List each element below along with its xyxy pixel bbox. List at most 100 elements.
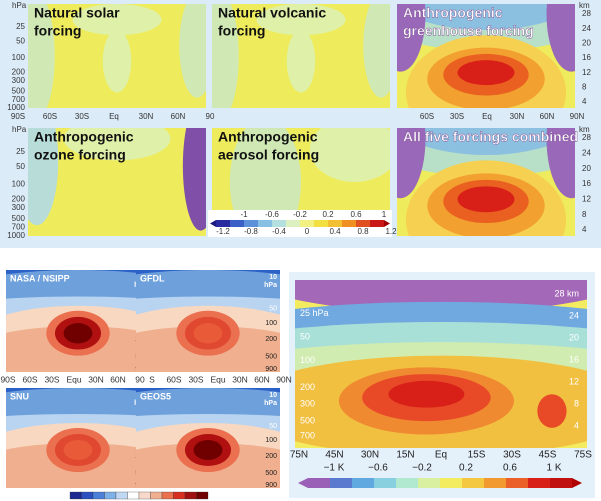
contour-field	[212, 4, 390, 108]
colorbar-label: -0.6	[265, 210, 279, 219]
contour-region	[212, 4, 239, 108]
x-tick-label: 60S	[166, 374, 181, 384]
contour-region	[546, 128, 575, 199]
pressure-label: 50	[269, 423, 277, 430]
pressure-label: 100	[300, 355, 315, 365]
contour-field	[136, 388, 280, 488]
colorbar-cell	[342, 220, 356, 227]
y-tick-label: 200	[12, 194, 26, 203]
x-tick-label: 90S	[0, 374, 15, 384]
panel-title: greenhouse forcing	[403, 23, 534, 39]
contour-region	[28, 4, 55, 108]
colorbar-cell	[374, 478, 396, 488]
contour-region	[28, 128, 59, 226]
y-tick-label: 300	[12, 76, 26, 85]
colorbar-cell	[550, 478, 572, 488]
colorbar-cell	[230, 220, 244, 227]
colorbar-label: −1 K	[324, 463, 345, 474]
contour-region	[309, 128, 390, 182]
y2-axis-label: km	[579, 1, 590, 10]
pressure-label: 200	[265, 336, 277, 343]
colorbar-cell	[127, 491, 140, 500]
x-tick-label: 30N	[232, 374, 248, 384]
colorbar-cell	[115, 491, 128, 500]
y-tick-label: 700	[12, 222, 26, 231]
contour-region	[72, 4, 162, 36]
panel-title: GFDL	[140, 273, 165, 283]
colorbar-end	[384, 220, 390, 227]
colorbar-cell	[528, 478, 550, 488]
x-tick-label: 30S	[44, 374, 59, 384]
panel-title: Anthropogenic	[218, 129, 318, 145]
colorbar-cell	[356, 220, 370, 227]
altitude-label: 12	[569, 376, 579, 386]
x-tick-label: 60S	[22, 374, 37, 384]
contour-region	[397, 4, 426, 72]
colorbar-label: −0.6	[368, 463, 388, 474]
x-tick-label: 90S	[11, 112, 25, 121]
x-tick-label: 60N	[171, 112, 186, 121]
altitude-label: 16	[569, 354, 579, 364]
colorbar-cell	[286, 220, 300, 227]
pressure-label: 50	[269, 306, 277, 313]
colorbar-cell	[184, 491, 197, 500]
colorbar-cell	[92, 491, 105, 500]
colorbar-cell	[396, 478, 418, 488]
colorbar-cell	[440, 478, 462, 488]
contour-region	[63, 128, 171, 161]
colorbar-cell	[484, 478, 506, 488]
x-tick-label: S	[149, 374, 155, 384]
colorbar-cell	[462, 478, 484, 488]
contour-region	[457, 60, 515, 86]
colorbar-cell	[216, 220, 230, 227]
y-tick-label: 50	[16, 162, 25, 171]
x-tick-label: 75S	[574, 450, 592, 461]
x-tick-label: 15S	[468, 450, 486, 461]
y2-tick-label: 12	[582, 194, 591, 203]
colorbar-label: 0.6	[503, 463, 517, 474]
pressure-label: 50	[300, 331, 310, 341]
y2-tick-label: 24	[582, 24, 591, 33]
contour-region	[397, 4, 575, 30]
x-tick-label: 90N	[276, 374, 292, 384]
contour-region	[397, 128, 575, 155]
panel-title: NASA / NSIPP	[10, 273, 70, 283]
y-tick-label: 100	[12, 53, 26, 62]
pressure-label: 500	[265, 470, 277, 477]
colorbar-cell	[161, 491, 174, 500]
panel-title: aerosol forcing	[218, 147, 319, 163]
panel-title: forcing	[34, 23, 81, 39]
colorbar-cell	[330, 478, 352, 488]
y-tick-label: 1000	[7, 103, 25, 112]
altitude-label: 20	[569, 332, 579, 342]
contour-field	[28, 4, 206, 108]
colorbar-label: 0	[305, 227, 310, 236]
x-tick-label: Equ	[210, 374, 225, 384]
contour-region	[102, 30, 132, 93]
contour-field	[397, 128, 575, 236]
x-tick-label: 30S	[450, 112, 464, 121]
colorbar-label: 1.2	[385, 227, 397, 236]
pressure-label: 900	[265, 366, 277, 373]
colorbar-label: −0.2	[412, 463, 432, 474]
contour-field	[295, 280, 587, 448]
pressure-label: 10	[269, 392, 277, 399]
colorbar-label: 0.6	[350, 210, 362, 219]
pressure-label: hPa	[264, 282, 277, 289]
contour-field	[28, 128, 206, 236]
colorbar-end	[572, 478, 582, 488]
contour-region	[193, 323, 223, 344]
pressure-label: 500	[300, 415, 315, 425]
contour-field	[6, 270, 150, 372]
colorbar-label: -0.4	[272, 227, 286, 236]
x-tick-label: 60S	[420, 112, 434, 121]
y-tick-label: 25	[16, 22, 25, 31]
pressure-label: 10	[269, 274, 277, 281]
panel-title: ozone forcing	[34, 147, 126, 163]
altitude-label: 28 km	[554, 288, 579, 298]
colorbar-cell	[506, 478, 528, 488]
colorbar-cell	[81, 491, 94, 500]
panel-title: Anthropogenic	[403, 5, 503, 21]
